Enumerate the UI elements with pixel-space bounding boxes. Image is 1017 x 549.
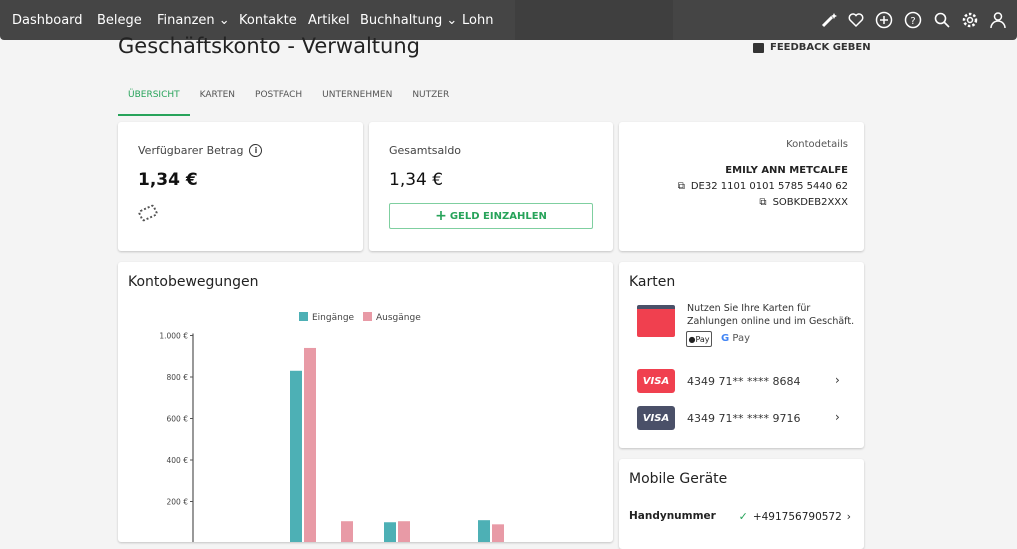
plus-icon: + (435, 208, 447, 224)
tab-postfach[interactable]: POSTFACH (255, 90, 303, 100)
nav-buchhaltung[interactable]: Buchhaltung ⌄ (360, 13, 457, 28)
y-tick-label: 1.000 € (159, 332, 188, 341)
account-label: Kontodetails (786, 139, 848, 150)
movements-card: Kontobewegungen 1.000 € 800 € 600 € 400 € 20… (118, 262, 613, 542)
apple-pay-label: Pay (695, 334, 710, 344)
plus-circle-icon[interactable] (875, 11, 893, 29)
card-image (637, 305, 675, 337)
nav-dashboard[interactable]: Dashboard (12, 13, 83, 28)
page-title: Geschäftskonto - Verwaltung (118, 34, 420, 58)
feedback-icon (753, 42, 764, 53)
feedback-label: FEEDBACK GEBEN (770, 42, 871, 53)
y-tick-label: 400 € (167, 456, 189, 465)
bar-incoming (290, 370, 302, 542)
chevron-down-icon: ⌄ (218, 13, 230, 28)
cards-title: Karten (629, 274, 676, 290)
legend-swatch (363, 312, 372, 321)
nav-finanzen[interactable]: Finanzen ⌄ (157, 13, 230, 28)
visa-logo: VISA (637, 369, 675, 393)
svg-text:?: ? (910, 16, 915, 27)
visa-logo: VISA (637, 406, 675, 430)
card-number: 4349 71** **** 9716 (687, 412, 801, 425)
movements-chart: 1.000 € 800 € 600 € 400 € 200 € Eingänge Ausgä… (159, 312, 504, 542)
google-icon: G (721, 333, 730, 344)
nav-buchhaltung-label: Buchhaltung (360, 13, 443, 28)
bar-outgoing (341, 521, 353, 542)
magic-wand-icon[interactable] (820, 11, 838, 29)
phone-row[interactable]: Handynummer ✓ +491756790572 › (629, 510, 851, 523)
available-label: Verfügbarer Betrag (138, 144, 244, 157)
tab-uebersicht[interactable]: ÜBERSICHT (118, 90, 190, 116)
apple-icon: ● (688, 334, 696, 344)
deposit-button[interactable]: + GELD EINZAHLEN (389, 203, 593, 229)
phone-number: +491756790572 (752, 510, 842, 523)
google-pay-label: Pay (732, 333, 751, 344)
apple-pay-badge: ● Pay (686, 331, 712, 347)
y-tick-label: 600 € (167, 415, 189, 424)
cards-card: Karten Nutzen Sie Ihre Karten für Zahlun… (619, 262, 864, 448)
mobile-card: Mobile Geräte Handynummer ✓ +491756790572… (619, 459, 864, 549)
movements-title: Kontobewegungen (128, 274, 259, 290)
card-number: 4349 71** **** 8684 (687, 375, 801, 388)
y-tick-label: 200 € (167, 498, 189, 507)
copy-icon[interactable]: ⧉ (677, 181, 685, 192)
help-icon[interactable]: ? (904, 11, 922, 29)
bar-incoming (478, 520, 490, 542)
iban-row: ⧉ DE32 1101 0101 5785 5440 62 (678, 181, 848, 192)
bar-outgoing (492, 524, 504, 542)
nav-finanzen-label: Finanzen (157, 13, 215, 28)
google-pay-badge: G Pay (721, 333, 750, 344)
heart-icon[interactable] (847, 11, 865, 29)
search-icon[interactable] (933, 11, 951, 29)
y-tick-label: 800 € (167, 373, 189, 382)
cards-promo: Nutzen Sie Ihre Karten für Zahlungen onl… (687, 303, 855, 327)
nav-belege[interactable]: Belege (97, 13, 142, 28)
top-nav: Dashboard Belege Finanzen ⌄ Kontakte Art… (0, 0, 1017, 40)
phone-label: Handynummer (629, 510, 716, 522)
account-name: EMILY ANN METCALFE (725, 165, 848, 176)
info-icon[interactable]: i (249, 144, 263, 157)
tab-unternehmen[interactable]: UNTERNEHMEN (322, 90, 393, 100)
legend-label: Ausgänge (376, 313, 421, 323)
bic-row: ⧉ SOBKDEB2XXX (759, 197, 848, 208)
balance-label: Gesamtsaldo (389, 144, 462, 157)
nav-kontakte[interactable]: Kontakte (239, 13, 297, 28)
deposit-label: GELD EINZAHLEN (449, 210, 547, 222)
mobile-title: Mobile Geräte (629, 471, 728, 487)
legend-label: Eingänge (312, 313, 355, 323)
balance-card: Gesamtsaldo 1,34 € + GELD EINZAHLEN (369, 122, 613, 251)
chevron-right-icon: › (835, 373, 840, 387)
tab-nutzer[interactable]: NUTZER (412, 90, 450, 100)
chevron-right-icon: › (846, 510, 851, 523)
nav-lohn[interactable]: Lohn (462, 13, 494, 28)
bar-incoming (384, 522, 396, 542)
gear-icon[interactable] (961, 11, 979, 29)
copy-icon[interactable]: ⧉ (759, 197, 767, 208)
legend-swatch (299, 312, 308, 321)
available-card: Verfügbarer Betrag i 1,34 € (118, 122, 363, 251)
bar-outgoing (304, 347, 316, 542)
account-card: Kontodetails EMILY ANN METCALFE ⧉ DE32 11… (619, 122, 864, 251)
iban: DE32 1101 0101 5785 5440 62 (690, 181, 848, 192)
balance-amount: 1,34 € (389, 170, 444, 190)
feedback-button[interactable]: FEEDBACK GEBEN (753, 42, 871, 53)
bic: SOBKDEB2XXX (772, 197, 848, 208)
nav-segment (515, 0, 673, 40)
nav-artikel[interactable]: Artikel (308, 13, 350, 28)
user-icon[interactable] (989, 11, 1007, 29)
tab-karten[interactable]: KARTEN (199, 90, 236, 100)
verified-check-icon: ✓ (738, 510, 748, 523)
chevron-down-icon: ⌄ (446, 13, 458, 28)
available-amount: 1,34 € (138, 170, 198, 190)
chevron-right-icon: › (835, 410, 840, 424)
bar-outgoing (398, 521, 410, 542)
tab-bar: ÜBERSICHT KARTEN POSTFACH UNTERNEHMEN NU… (118, 90, 459, 116)
coins-icon (137, 203, 159, 223)
